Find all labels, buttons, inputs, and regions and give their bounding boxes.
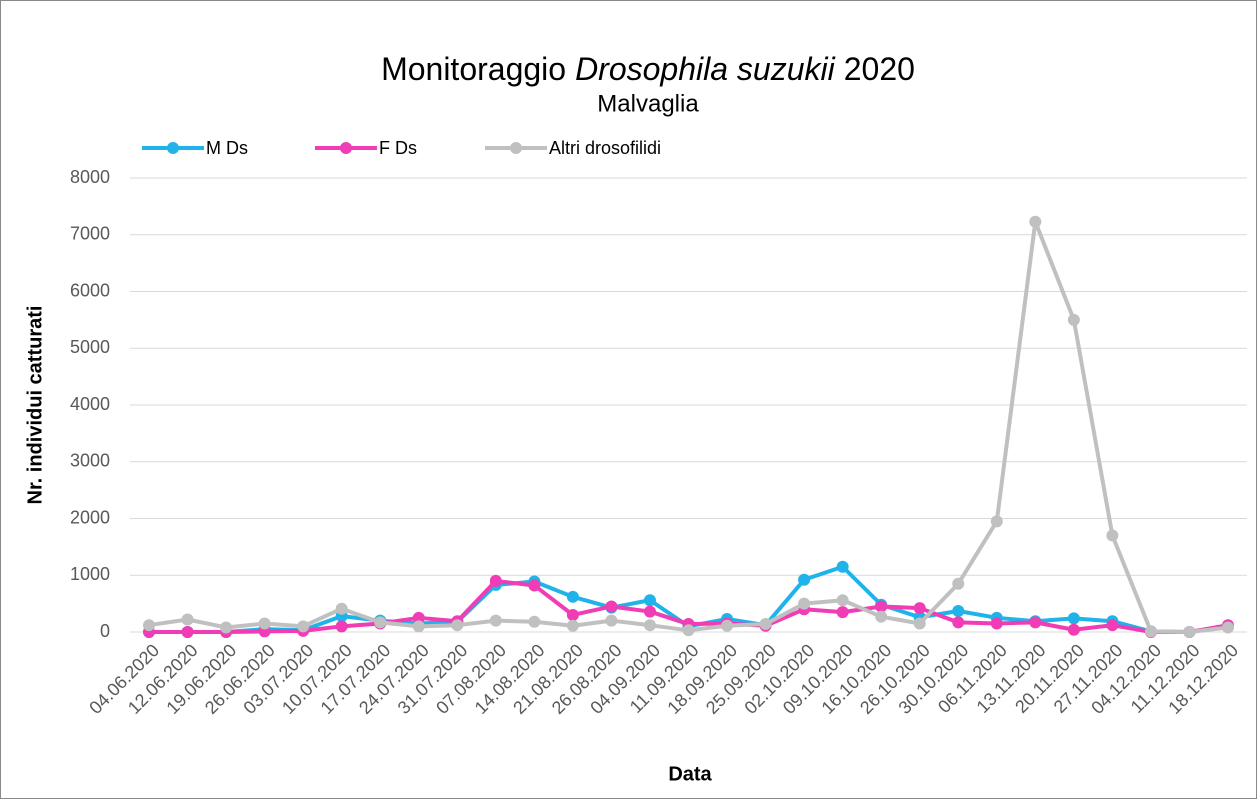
data-point [836, 560, 849, 573]
chart-subtitle: Malvaglia [597, 90, 699, 117]
data-point [335, 620, 348, 633]
x-axis-label: Data [668, 763, 712, 785]
data-point [836, 594, 849, 607]
data-point [1029, 616, 1042, 629]
y-tick-label: 1000 [70, 564, 110, 584]
data-point [451, 619, 464, 632]
data-point [913, 617, 926, 630]
data-point [489, 614, 502, 627]
data-point [220, 621, 233, 634]
y-tick-label: 0 [100, 621, 110, 641]
chart-title: Monitoraggio Drosophila suzukii 2020 [381, 51, 915, 87]
y-tick-label: 2000 [70, 507, 110, 527]
data-point [990, 617, 1003, 630]
data-point [682, 624, 695, 637]
data-point [335, 602, 348, 615]
data-point [952, 577, 965, 590]
data-point [258, 617, 271, 630]
data-point [798, 573, 811, 586]
data-point [721, 619, 734, 632]
data-point [143, 619, 155, 632]
data-point [875, 600, 888, 613]
data-point [1029, 215, 1042, 228]
y-tick-label: 7000 [70, 224, 110, 244]
data-point [528, 579, 541, 592]
data-point [374, 616, 387, 629]
y-tick-label: 4000 [70, 394, 110, 414]
data-point [297, 620, 310, 633]
y-tick-label: 8000 [70, 167, 110, 187]
y-tick-label: 6000 [70, 280, 110, 300]
title-part: 2020 [844, 51, 915, 87]
data-point [643, 605, 656, 618]
legend-label: M Ds [206, 138, 248, 158]
legend-marker [167, 142, 179, 154]
data-point [1067, 612, 1080, 625]
data-point [1106, 619, 1119, 632]
data-point [1067, 623, 1080, 636]
data-point [489, 574, 502, 587]
data-point [1144, 625, 1157, 638]
data-point [605, 614, 618, 627]
data-point [952, 605, 965, 618]
data-point [990, 515, 1003, 528]
data-point [836, 606, 849, 619]
data-point [1222, 621, 1234, 634]
data-point [1183, 626, 1196, 638]
data-point [566, 619, 579, 632]
data-point [566, 608, 579, 621]
data-point [759, 618, 772, 631]
data-point [913, 602, 926, 615]
data-point [181, 613, 194, 626]
data-point [875, 610, 888, 623]
legend-marker [510, 142, 522, 154]
title-part: Monitoraggio [381, 51, 566, 87]
data-point [605, 600, 618, 613]
y-axis-label: Nr. individui catturati [24, 306, 46, 505]
data-point [412, 620, 425, 633]
data-point [528, 615, 541, 628]
legend-label: Altri drosofilidi [549, 138, 661, 158]
y-tick-label: 5000 [70, 337, 110, 357]
y-tick-label: 3000 [70, 451, 110, 471]
data-point [798, 597, 811, 610]
data-point [1106, 529, 1119, 542]
data-point [412, 611, 425, 624]
data-point [566, 590, 579, 603]
legend-label: F Ds [379, 138, 417, 158]
data-point [181, 626, 194, 638]
title-part: Drosophila suzukii [575, 51, 836, 87]
legend-marker [340, 142, 352, 154]
data-point [643, 594, 656, 607]
data-point [643, 619, 656, 632]
data-point [952, 616, 965, 629]
data-point [1067, 313, 1080, 326]
